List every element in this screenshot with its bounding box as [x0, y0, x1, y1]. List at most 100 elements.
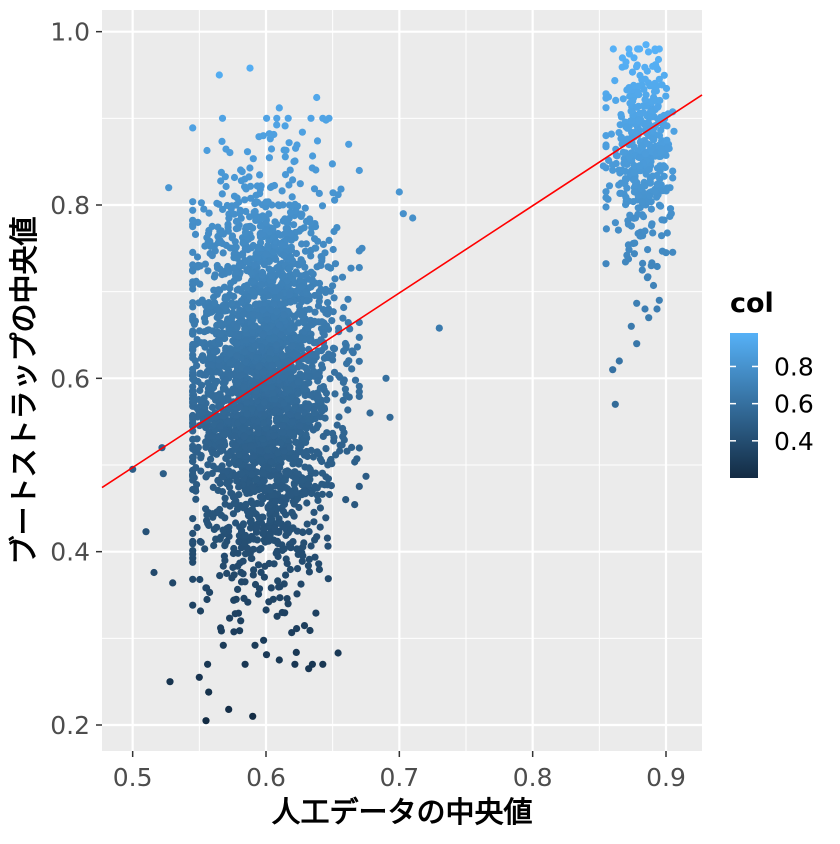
data-point — [647, 113, 655, 121]
x-axis: 0.5 0.6 0.7 0.8 0.9 — [113, 751, 686, 792]
data-point — [279, 428, 287, 436]
x-tick-label: 0.6 — [246, 763, 286, 792]
data-point — [622, 201, 630, 209]
data-point — [210, 541, 218, 550]
data-point — [230, 192, 239, 200]
data-point — [347, 264, 355, 272]
data-point — [281, 415, 290, 423]
data-point — [286, 166, 294, 174]
data-point — [630, 250, 639, 258]
data-point — [259, 330, 268, 338]
data-point — [189, 457, 197, 466]
data-point — [189, 575, 197, 583]
data-point — [150, 568, 158, 577]
data-point — [272, 287, 280, 295]
data-point — [314, 302, 323, 310]
data-point — [329, 245, 337, 254]
data-point — [220, 430, 228, 438]
data-point — [634, 191, 642, 199]
data-point — [330, 437, 338, 445]
data-point — [285, 468, 293, 476]
data-point — [315, 565, 323, 574]
data-point — [260, 636, 268, 644]
data-point — [327, 482, 335, 490]
data-point — [258, 513, 266, 521]
data-point — [254, 253, 262, 261]
data-point — [633, 103, 641, 111]
y-axis-title: ブートストラップの中央値 — [7, 216, 41, 564]
data-point — [197, 339, 205, 347]
data-point — [243, 399, 251, 407]
data-point — [293, 565, 302, 573]
data-point — [616, 189, 624, 197]
data-point — [237, 617, 245, 625]
data-point — [335, 413, 343, 421]
data-point — [283, 357, 292, 365]
data-point — [292, 489, 300, 497]
data-point — [618, 166, 626, 174]
data-point — [241, 443, 249, 451]
data-point — [240, 432, 248, 441]
data-point — [142, 528, 150, 536]
data-point — [355, 482, 363, 490]
plot-panel — [102, 10, 702, 751]
data-point — [642, 41, 650, 49]
data-point — [252, 214, 260, 222]
data-point — [655, 75, 663, 83]
data-point — [257, 485, 265, 493]
data-point — [605, 156, 613, 164]
data-point — [264, 464, 272, 472]
data-point — [251, 580, 260, 589]
data-point — [278, 352, 287, 360]
data-point — [602, 141, 610, 149]
data-point — [286, 201, 294, 209]
data-point — [663, 229, 671, 237]
data-point — [333, 421, 341, 429]
data-point — [249, 310, 257, 318]
data-point — [658, 145, 666, 153]
data-point — [278, 272, 286, 281]
data-point — [225, 460, 233, 468]
data-point — [204, 230, 213, 238]
data-point — [238, 527, 246, 535]
data-point — [271, 218, 279, 226]
data-point — [231, 432, 239, 440]
data-point — [192, 464, 200, 472]
data-point — [607, 130, 616, 138]
data-point — [339, 314, 347, 322]
data-point — [653, 305, 661, 313]
data-point — [211, 380, 219, 388]
data-point — [641, 96, 649, 104]
data-point — [277, 239, 285, 248]
data-point — [328, 160, 336, 168]
data-point — [189, 470, 197, 478]
data-point — [308, 276, 316, 284]
data-point — [319, 240, 327, 248]
data-point — [611, 400, 619, 408]
data-point — [232, 217, 240, 225]
data-point — [609, 366, 617, 374]
data-point — [651, 47, 659, 55]
data-point — [256, 222, 264, 230]
data-point — [645, 314, 653, 322]
data-point — [189, 515, 197, 523]
data-point — [223, 201, 231, 210]
data-point — [230, 628, 238, 636]
data-point — [216, 228, 224, 236]
data-point — [285, 139, 293, 147]
data-point — [216, 265, 224, 273]
data-point — [344, 295, 352, 303]
data-point — [229, 370, 237, 379]
data-point — [322, 445, 330, 453]
data-point — [265, 355, 273, 363]
data-point — [314, 377, 322, 385]
data-point — [287, 544, 295, 552]
data-point — [210, 273, 218, 281]
data-point — [220, 552, 228, 560]
data-point — [204, 309, 212, 317]
data-point — [246, 524, 255, 532]
data-point — [328, 317, 336, 325]
data-point — [189, 340, 197, 349]
data-point — [637, 142, 645, 150]
